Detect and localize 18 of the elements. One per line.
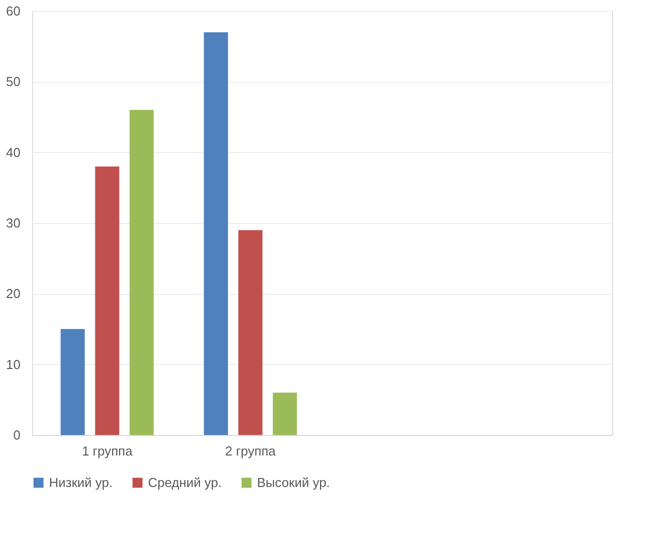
y-tick-label: 20 xyxy=(6,286,20,302)
y-tick-label: 50 xyxy=(6,74,20,90)
x-tick-label: 2 группа xyxy=(225,444,276,458)
legend-label: Средний ур. xyxy=(148,474,222,490)
legend-label: Низкий ур. xyxy=(49,474,113,490)
y-tick-label: 0 xyxy=(13,428,20,442)
bar xyxy=(204,32,228,435)
legend-label: Высокий ур. xyxy=(257,474,330,490)
y-tick-label: 60 xyxy=(6,4,20,18)
x-tick-label: 1 группа xyxy=(82,444,134,458)
y-tick-label: 30 xyxy=(6,216,20,230)
bar xyxy=(95,166,120,435)
y-tick-label: 10 xyxy=(6,356,20,372)
y-tick-label: 40 xyxy=(6,144,20,160)
bar xyxy=(60,329,85,435)
bar xyxy=(130,110,154,435)
bar xyxy=(272,392,297,435)
bar xyxy=(238,230,262,435)
